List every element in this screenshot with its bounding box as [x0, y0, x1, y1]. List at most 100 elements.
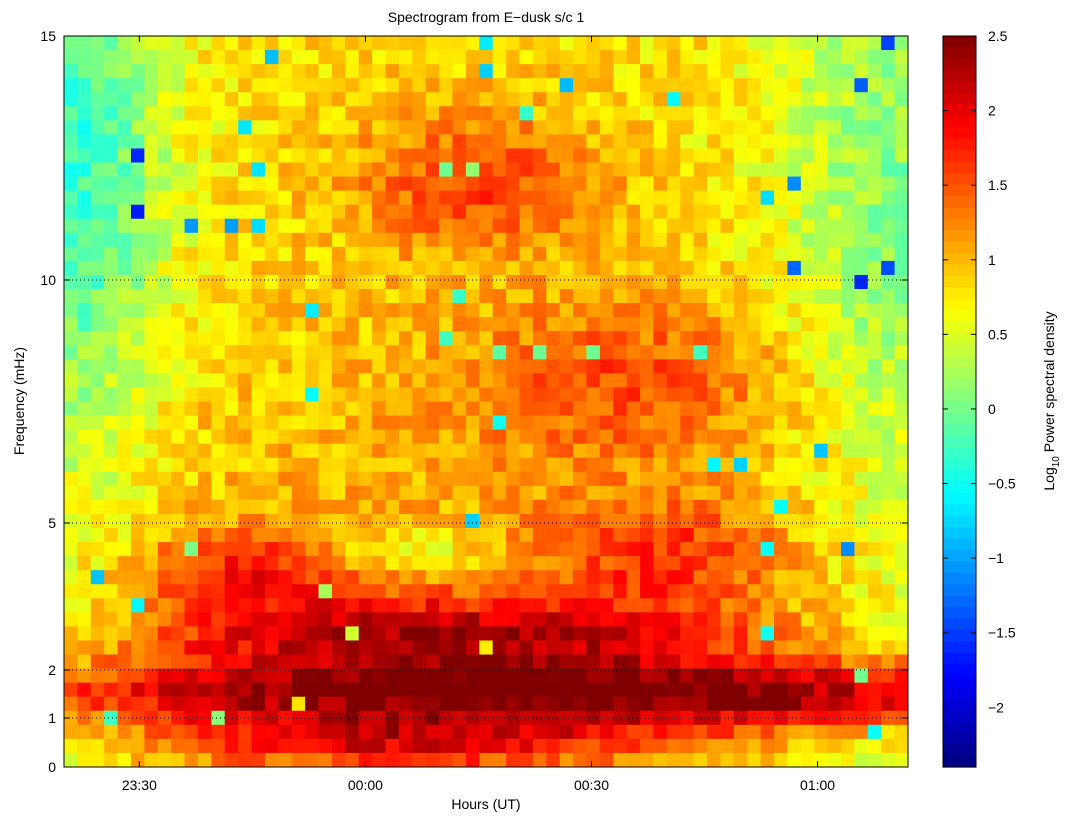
- heatmap-cell: [640, 668, 655, 684]
- heatmap-cell: [653, 542, 668, 557]
- heatmap-cell: [331, 471, 346, 487]
- heatmap-cell: [747, 190, 762, 206]
- heatmap-cell: [506, 485, 521, 501]
- heatmap-cell: [881, 134, 896, 150]
- heatmap-cell: [345, 50, 360, 65]
- heatmap-cell: [506, 528, 521, 543]
- heatmap-cell: [318, 289, 333, 304]
- heatmap-cell: [733, 499, 748, 515]
- heatmap-cell: [144, 36, 159, 51]
- heatmap-cell: [774, 443, 789, 459]
- heatmap-cell: [425, 457, 440, 473]
- heatmap-cell: [439, 556, 454, 571]
- heatmap-cell: [291, 584, 306, 599]
- heatmap-cell: [251, 289, 266, 304]
- heatmap-cell: [841, 584, 856, 599]
- heatmap-cell: [479, 274, 494, 290]
- heatmap-cell: [573, 682, 588, 698]
- heatmap-cell: [733, 415, 748, 431]
- heatmap-cell: [599, 584, 614, 599]
- heatmap-cell: [774, 598, 789, 613]
- heatmap-cell: [104, 50, 119, 65]
- heatmap-cell: [130, 78, 145, 93]
- heatmap-cell: [358, 64, 373, 79]
- heatmap-cell: [291, 443, 306, 459]
- heatmap-cell: [613, 232, 628, 248]
- heatmap-cell: [814, 752, 829, 767]
- heatmap-cell: [211, 162, 226, 178]
- heatmap-cell: [814, 612, 829, 628]
- heatmap-cell: [104, 190, 119, 206]
- heatmap-cell: [77, 134, 92, 150]
- heatmap-cell: [77, 429, 92, 445]
- heatmap-cell: [251, 274, 266, 290]
- heatmap-cell: [666, 738, 681, 754]
- heatmap-cell: [573, 752, 588, 767]
- heatmap-cell: [77, 331, 92, 346]
- heatmap-cell: [613, 317, 628, 332]
- heatmap-cell: [653, 345, 668, 360]
- heatmap-cell: [452, 387, 467, 403]
- x-tick-label: 00:30: [574, 777, 609, 793]
- heatmap-cell: [130, 443, 145, 459]
- heatmap-cell: [412, 485, 427, 501]
- heatmap-cell: [211, 78, 226, 93]
- heatmap-cell: [184, 373, 199, 389]
- heatmap-cell: [640, 78, 655, 93]
- heatmap-cell: [854, 218, 869, 234]
- heatmap-cell: [64, 78, 78, 93]
- heatmap-cell: [305, 499, 320, 515]
- heatmap-cell: [774, 584, 789, 599]
- colorbar-band: [943, 572, 976, 585]
- heatmap-cell: [693, 36, 708, 51]
- heatmap-cell: [827, 528, 842, 543]
- heatmap-cell: [224, 401, 239, 417]
- heatmap-cell: [573, 443, 588, 459]
- colorbar-band: [943, 664, 976, 677]
- heatmap-cell: [680, 64, 695, 79]
- heatmap-cell: [666, 668, 681, 684]
- heatmap-cell: [626, 134, 641, 150]
- heatmap-cell: [787, 542, 802, 557]
- heatmap-cell: [171, 331, 186, 346]
- heatmap-cell: [693, 443, 708, 459]
- heatmap-cell: [774, 260, 789, 276]
- heatmap-cell: [171, 738, 186, 754]
- heatmap-cell: [881, 612, 896, 628]
- heatmap-cell: [465, 289, 480, 304]
- heatmap-cell: [733, 738, 748, 754]
- heatmap-cell: [653, 556, 668, 571]
- heatmap-cell: [171, 317, 186, 332]
- heatmap-cell: [586, 218, 601, 234]
- heatmap-cell: [653, 232, 668, 248]
- heatmap-cell: [171, 682, 186, 698]
- heatmap-cell: [291, 260, 306, 276]
- heatmap-cell: [331, 542, 346, 557]
- heatmap-cell: [197, 218, 212, 234]
- heatmap-cell: [211, 359, 226, 374]
- heatmap-cell: [117, 162, 132, 178]
- heatmap-cell: [586, 443, 601, 459]
- heatmap-cell: [372, 92, 387, 107]
- heatmap-cell: [385, 373, 400, 389]
- heatmap-cell: [264, 752, 279, 767]
- heatmap-cell: [653, 752, 668, 767]
- heatmap-cell: [492, 64, 507, 79]
- heatmap-cell: [465, 232, 480, 248]
- heatmap-cell: [800, 682, 815, 698]
- heatmap-cell: [626, 176, 641, 192]
- heatmap-cell: [787, 134, 802, 150]
- heatmap-cell: [680, 176, 695, 192]
- heatmap-cell: [774, 190, 789, 206]
- heatmap-cell: [398, 78, 413, 93]
- heatmap-cell: [398, 654, 413, 670]
- heatmap-cell: [506, 317, 521, 332]
- heatmap-cell: [827, 598, 842, 613]
- heatmap-cell: [104, 36, 119, 51]
- heatmap-cell: [358, 274, 373, 290]
- heatmap-cell: [693, 260, 708, 276]
- heatmap-cell: [814, 682, 829, 698]
- heatmap-cell: [532, 668, 547, 684]
- heatmap-cell: [117, 373, 132, 389]
- heatmap-cell: [439, 260, 454, 276]
